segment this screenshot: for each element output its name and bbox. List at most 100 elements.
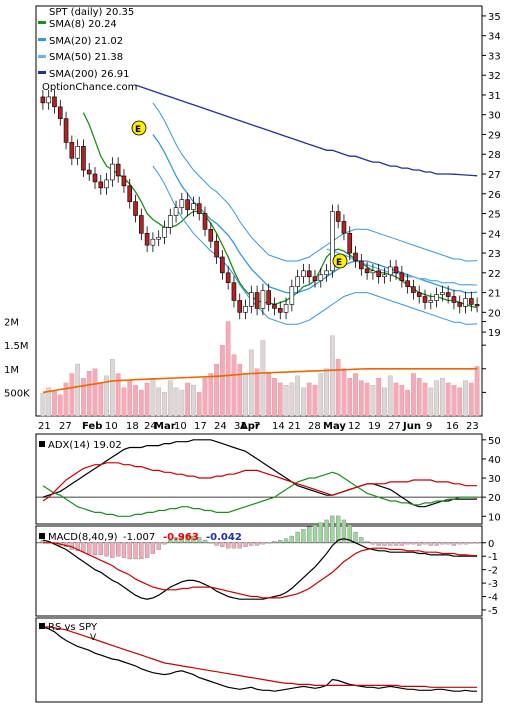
macd-histogram-bar <box>208 542 213 544</box>
candle-down <box>277 308 283 313</box>
candle-up <box>382 274 387 278</box>
adx-axis-tick-label: 50 <box>488 436 501 447</box>
price-axis-tick-label: 29 <box>488 130 501 141</box>
macd-axis-tick-label: -5 <box>488 606 498 617</box>
candle-up <box>156 236 161 240</box>
rs-swatch <box>39 623 45 629</box>
macd-histogram-bar <box>411 542 416 545</box>
volume-bars: 2M 1.5M 1M 500K <box>4 318 486 417</box>
volume-axis-tick-label: 1M <box>4 365 19 376</box>
price-axis-tick-label: 34 <box>488 32 501 43</box>
macd-histogram-bar <box>249 542 254 546</box>
price-axis-tick-label: 31 <box>488 91 501 102</box>
macd-histogram-bar <box>202 539 208 543</box>
x-tick-label: 16 <box>446 421 459 432</box>
volume-bar <box>341 368 347 417</box>
legend-swatch-sma20 <box>38 38 46 41</box>
price-axis-tick-label: 32 <box>488 71 501 82</box>
candle-down <box>416 292 422 297</box>
line-rs <box>42 626 478 692</box>
volume-bar <box>364 382 370 417</box>
adx-axis-tick-label: 20 <box>488 493 501 504</box>
volume-bar <box>306 382 312 417</box>
candle-down <box>364 268 370 274</box>
x-tick-label: Mar <box>154 421 176 432</box>
macd-histogram-bar <box>197 537 202 543</box>
macd-histogram-bar <box>173 537 179 543</box>
candle-up <box>110 163 115 181</box>
macd-histogram-bar <box>168 539 173 543</box>
macd-histogram-bar <box>150 542 156 554</box>
macd-histogram-bar <box>446 542 451 545</box>
adx-axis-tick-label: 10 <box>488 512 501 523</box>
x-tick-label: 28 <box>308 421 321 432</box>
macd-histogram-bar <box>98 542 103 556</box>
volume-bar <box>191 385 196 417</box>
candle-down <box>347 232 353 254</box>
volume-bar <box>393 382 399 417</box>
macd-histogram-bar <box>451 542 457 546</box>
line-macd <box>42 538 478 600</box>
volume-bar <box>57 394 63 417</box>
candle-down <box>139 215 144 234</box>
x-tick-label: 27 <box>59 421 72 432</box>
candle-down <box>208 229 214 242</box>
macd-histogram-bar <box>272 541 277 543</box>
volume-bar <box>277 382 283 417</box>
candle-up <box>370 270 376 274</box>
macd-histogram-bar <box>254 542 260 546</box>
rs-title: RS vs SPY <box>48 622 98 633</box>
macd-axis-tick-label: -1 <box>488 552 498 563</box>
macd-histogram-bar <box>231 542 237 549</box>
macd-histogram-bar <box>440 542 445 545</box>
candle-up <box>75 146 80 159</box>
volume-bar <box>266 373 272 417</box>
volume-axis-tick-label: 1.5M <box>4 341 29 352</box>
line-rs-sma <box>42 626 478 688</box>
watermark: OptionChance.com <box>42 82 137 93</box>
candle-down <box>69 142 75 159</box>
macd-histogram-bar <box>162 542 167 545</box>
line-adx14 <box>42 439 478 508</box>
volume-bar <box>110 359 115 417</box>
price-axis-tick-label: 25 <box>488 210 501 221</box>
volume-bar <box>399 385 405 417</box>
macd-histogram-bar <box>220 542 225 547</box>
candle-up <box>283 304 289 313</box>
volume-bar <box>220 344 225 417</box>
line-signal <box>42 542 478 599</box>
candle-down <box>92 173 98 183</box>
candle-down <box>272 304 277 309</box>
candle-down <box>237 300 243 313</box>
candle-up <box>46 96 51 104</box>
price-axis-tick-label: 19 <box>488 328 501 339</box>
candle-down <box>376 270 381 278</box>
volume-axis-tick-label: 500K <box>4 388 30 399</box>
chart-title: SPT (daily) 20.35 <box>49 7 134 18</box>
macd-panel-frame <box>35 525 483 617</box>
candle-up <box>330 211 335 272</box>
earnings-marker-may: E <box>332 253 348 269</box>
macd-histogram-bar <box>312 525 318 543</box>
earnings-marker-feb: E <box>131 120 147 136</box>
legend-sma50: SMA(50) 21.38 <box>49 52 123 63</box>
candle-down <box>405 280 410 287</box>
macd-histogram-bar <box>463 542 468 545</box>
volume-bar <box>185 382 190 417</box>
candle-down <box>335 211 341 222</box>
legend-swatch-sma8 <box>38 21 46 24</box>
macd-histogram-bar <box>324 519 329 543</box>
macd-title: MACD(8,40,9) <box>48 532 118 543</box>
candle-up <box>295 276 300 287</box>
macd-histogram-bar <box>75 542 80 551</box>
volume-bar <box>86 370 92 417</box>
x-tick-label: 10 <box>105 421 118 432</box>
x-tick-label: 10 <box>174 421 187 432</box>
legend-swatch-sma200 <box>38 71 46 74</box>
volume-bar <box>150 378 156 417</box>
macd-histogram-bar <box>474 542 480 544</box>
macd-histogram-bar <box>336 515 341 543</box>
x-tick-label: Feb <box>82 421 102 432</box>
macd-histogram-bar <box>104 542 109 557</box>
macd-histogram-bar <box>139 542 144 560</box>
